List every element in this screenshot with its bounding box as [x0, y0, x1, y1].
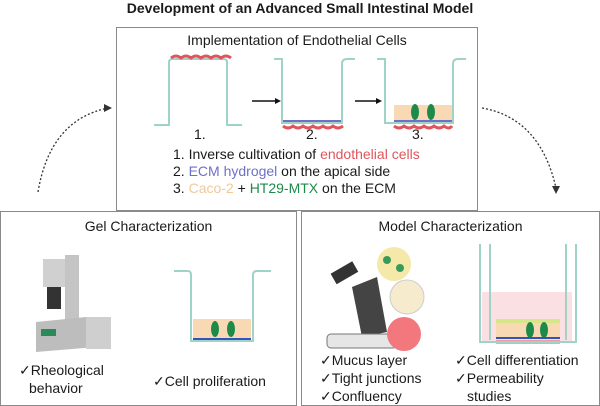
mucus-layer-item: ✓Mucus layer	[320, 352, 408, 368]
step-text: on the ECM	[318, 180, 396, 196]
permeability-item-cont: studies	[467, 388, 512, 404]
figure-title: Development of an Advanced Small Intesti…	[126, 0, 474, 16]
step-label-2: 2.	[306, 126, 318, 142]
panel-heading: Model Characterization	[378, 218, 523, 234]
step-text: 3.	[173, 180, 189, 196]
step-text-3: 3. Caco-2 + HT29-MTX on the ECM	[173, 180, 396, 196]
ecm-label: ECM hydrogel	[188, 163, 278, 179]
microscope-icon	[326, 247, 425, 351]
transwell-model-icon	[479, 244, 577, 344]
cell-differentiation-item: ✓Cell differentiation	[455, 352, 579, 368]
endothelial-implementation-panel: Implementation of Endothelial Cells 1. 2…	[116, 27, 478, 211]
ht29-label: HT29-MTX	[249, 180, 319, 196]
confluency-item: ✓Confluency	[320, 388, 402, 404]
model-characterization-panel: Model Characterization ✓Mucus layer ✓Tig…	[301, 211, 600, 406]
endothelial-label: endothelial cells	[320, 146, 420, 162]
panel-heading: Implementation of Endothelial Cells	[187, 32, 407, 48]
step-text: on the apical side	[277, 163, 391, 179]
gel-characterization-panel: Gel Characterization ✓Rheological behavi…	[0, 211, 297, 406]
rheology-item-cont: behavior	[29, 380, 83, 396]
permeability-item: ✓Permeability	[455, 370, 544, 386]
step-text-1: 1. Inverse cultivation of endothelial ce…	[173, 146, 420, 162]
step-text-2: 2. ECM hydrogel on the apical side	[173, 163, 390, 179]
rheometer-icon	[36, 255, 111, 352]
caco2-label: Caco-2	[188, 180, 234, 196]
insert-step3-icon	[377, 58, 466, 130]
step-text: +	[233, 180, 250, 196]
proliferation-item: ✓Cell proliferation	[153, 373, 266, 389]
insert-step2-icon	[274, 58, 382, 130]
panel-heading: Gel Characterization	[84, 218, 213, 234]
insert-step1-icon	[154, 54, 281, 126]
tight-junctions-item: ✓Tight junctions	[320, 370, 422, 386]
insert-proliferation-icon	[174, 270, 271, 342]
step-label-1: 1.	[194, 126, 206, 142]
step-label-3: 3.	[412, 126, 424, 142]
step-text: 1. Inverse cultivation of	[173, 146, 321, 162]
rheology-item: ✓Rheological	[19, 362, 104, 378]
step-text: 2.	[173, 163, 189, 179]
